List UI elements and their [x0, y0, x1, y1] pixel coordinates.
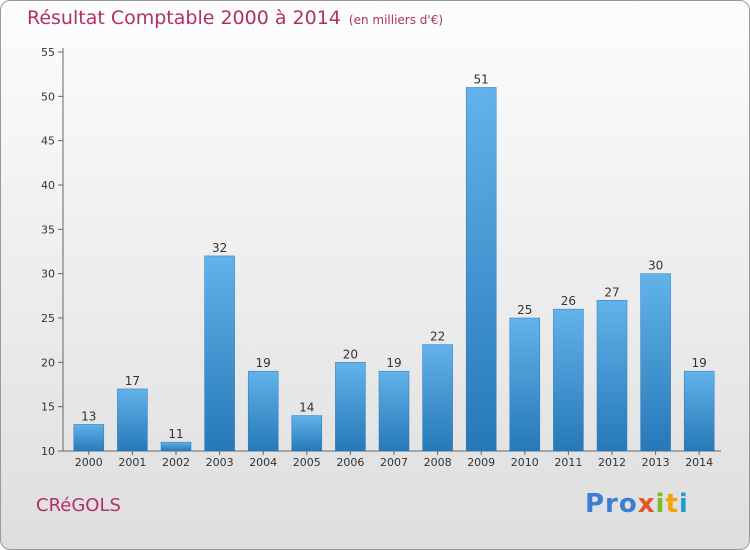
x-tick-label-2001: 2001: [118, 456, 146, 469]
x-tick-label-2010: 2010: [511, 456, 539, 469]
chart-title-text: Résultat Comptable 2000 à 2014: [27, 7, 341, 29]
commune-name: CRéGOLS: [36, 495, 121, 516]
x-tick-label-2014: 2014: [685, 456, 713, 469]
x-tick-label-2012: 2012: [598, 456, 626, 469]
bar-2014: [683, 370, 715, 452]
data-label-2006: 20: [343, 347, 358, 361]
data-label-2004: 19: [256, 356, 271, 370]
y-tick-label: 25: [41, 312, 55, 325]
bar-2011: [553, 308, 584, 452]
y-tick-label: 10: [41, 445, 55, 458]
data-label-2013: 30: [648, 259, 663, 273]
y-tick-label: 55: [41, 46, 55, 59]
bar-2001: [117, 388, 148, 452]
bar-2008: [422, 344, 453, 452]
x-tick-label-2013: 2013: [642, 456, 670, 469]
x-tick-label-2008: 2008: [424, 456, 452, 469]
y-tick-label: 35: [41, 223, 55, 236]
proxiti-logo[interactable]: Proxiti: [585, 489, 689, 519]
bar-2006: [335, 362, 366, 452]
x-tick-label-2002: 2002: [162, 456, 190, 469]
x-tick-label-2000: 2000: [75, 456, 103, 469]
x-tick-label-2005: 2005: [293, 456, 321, 469]
unit-note: (en milliers d'€): [348, 13, 444, 27]
data-label-2014: 19: [692, 356, 707, 370]
data-label-2011: 26: [561, 294, 576, 308]
x-tick-label-2004: 2004: [249, 456, 277, 469]
x-tick-label-2011: 2011: [554, 456, 582, 469]
bar-2000: [73, 424, 105, 452]
data-label-2003: 32: [212, 241, 227, 255]
bar-2007: [378, 370, 410, 452]
bar-2003: [204, 255, 235, 452]
x-tick-label-2007: 2007: [380, 456, 408, 469]
y-tick-label: 20: [41, 356, 55, 369]
y-tick-label: 50: [41, 90, 55, 103]
y-tick-label: 30: [41, 268, 55, 281]
bar-2013: [640, 273, 671, 452]
y-tick-label: 45: [41, 135, 55, 148]
x-tick-label-2003: 2003: [206, 456, 234, 469]
bar-2005: [291, 415, 323, 452]
bar-2009: [465, 87, 497, 452]
data-label-2007: 19: [386, 356, 401, 370]
data-label-2000: 13: [81, 409, 96, 423]
y-tick-label: 40: [41, 179, 55, 192]
data-label-2005: 14: [299, 401, 314, 415]
data-label-2010: 25: [517, 303, 532, 317]
bar-2012: [596, 300, 628, 452]
y-tick-label: 15: [41, 401, 55, 414]
x-tick-label-2009: 2009: [467, 456, 495, 469]
data-label-2002: 11: [168, 427, 183, 441]
chart-title: Résultat Comptable 2000 à 2014 (en millie…: [27, 7, 443, 29]
bar-2002: [160, 441, 192, 452]
data-label-2008: 22: [430, 330, 445, 344]
data-label-2001: 17: [125, 374, 140, 388]
bar-2010: [509, 317, 541, 452]
data-label-2009: 51: [474, 72, 489, 86]
data-label-2012: 27: [604, 285, 619, 299]
bar-2004: [247, 370, 279, 452]
x-tick-label-2006: 2006: [336, 456, 364, 469]
